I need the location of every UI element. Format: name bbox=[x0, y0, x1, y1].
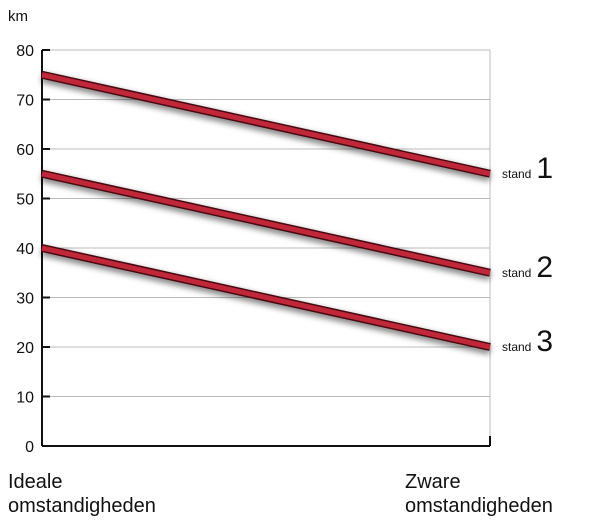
y-tick-label: 50 bbox=[16, 192, 34, 209]
series-label-word: stand bbox=[502, 265, 532, 280]
y-tick-label: 30 bbox=[16, 291, 34, 308]
series-label-number: 1 bbox=[536, 151, 554, 185]
y-tick-label: 0 bbox=[25, 439, 34, 456]
gridlines bbox=[42, 49, 491, 446]
series-label-3: stand 3 bbox=[502, 325, 553, 359]
series-lines bbox=[40, 70, 492, 355]
series-label-number: 3 bbox=[536, 325, 554, 358]
series-label-number: 2 bbox=[536, 250, 554, 284]
series-line-2 bbox=[41, 171, 491, 276]
x-category-line: Ideale bbox=[8, 471, 63, 493]
y-tick-label: 70 bbox=[16, 93, 34, 110]
series-line-1 bbox=[41, 72, 491, 177]
y-tick-label: 40 bbox=[16, 241, 34, 258]
series-label-word: stand bbox=[502, 340, 532, 354]
y-tick-label: 20 bbox=[16, 340, 34, 357]
y-tick-label: 60 bbox=[16, 142, 34, 159]
series-line-3 bbox=[41, 245, 491, 350]
y-axis-unit-label: km bbox=[8, 8, 28, 25]
x-category-line: omstandigheden bbox=[8, 495, 156, 517]
series-label-1: stand 1 bbox=[502, 152, 553, 186]
x-category-line: omstandigheden bbox=[405, 495, 553, 517]
y-tick-label: 10 bbox=[16, 390, 34, 407]
axes: 0 10 20 30 40 50 60 70 80 bbox=[16, 43, 491, 456]
x-category-label-ideale: Ideale omstandigheden bbox=[8, 470, 156, 518]
x-category-line: Zware bbox=[405, 471, 461, 493]
x-category-label-zware: Zware omstandigheden bbox=[405, 470, 553, 518]
series-label-2: stand 2 bbox=[502, 251, 553, 285]
series-label-word: stand bbox=[502, 166, 532, 181]
y-tick-label: 80 bbox=[16, 43, 34, 60]
